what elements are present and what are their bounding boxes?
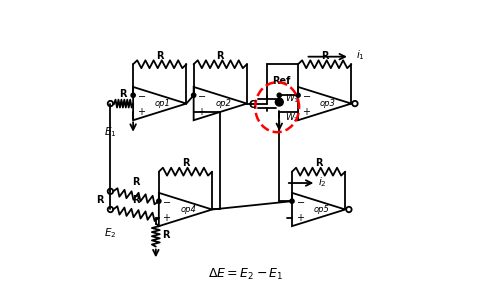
Text: C: C bbox=[249, 100, 256, 110]
Text: $W_2$: $W_2$ bbox=[285, 112, 299, 124]
Text: R: R bbox=[96, 195, 104, 206]
Circle shape bbox=[191, 93, 196, 97]
Text: op2: op2 bbox=[215, 99, 231, 108]
Text: $i_1$: $i_1$ bbox=[356, 48, 365, 62]
Text: $-$: $-$ bbox=[296, 196, 305, 206]
Text: R: R bbox=[156, 50, 163, 60]
Text: R: R bbox=[315, 158, 322, 168]
Text: $+$: $+$ bbox=[137, 106, 146, 117]
Text: $-$: $-$ bbox=[197, 90, 207, 100]
Circle shape bbox=[296, 93, 300, 97]
Text: R: R bbox=[162, 230, 169, 240]
Text: R: R bbox=[132, 177, 140, 187]
Text: $\Delta E = E_2 - E_1$: $\Delta E = E_2 - E_1$ bbox=[208, 267, 284, 282]
Text: $+$: $+$ bbox=[197, 106, 206, 117]
Text: op1: op1 bbox=[155, 99, 171, 108]
Text: op4: op4 bbox=[181, 205, 196, 214]
Circle shape bbox=[290, 199, 294, 203]
Text: $W_1$: $W_1$ bbox=[285, 92, 299, 105]
Text: $+$: $+$ bbox=[296, 212, 305, 223]
Circle shape bbox=[277, 93, 281, 97]
Text: $-$: $-$ bbox=[162, 196, 172, 206]
Text: op3: op3 bbox=[320, 99, 336, 108]
Circle shape bbox=[131, 93, 135, 97]
Text: $E_2$: $E_2$ bbox=[104, 226, 117, 240]
Text: $E_1$: $E_1$ bbox=[104, 125, 117, 139]
Text: R: R bbox=[182, 158, 189, 168]
Circle shape bbox=[157, 199, 161, 203]
Text: $i_2$: $i_2$ bbox=[318, 175, 327, 189]
Text: Ref: Ref bbox=[272, 76, 290, 86]
Text: $+$: $+$ bbox=[162, 212, 172, 223]
Text: R: R bbox=[216, 50, 224, 60]
Text: $-$: $-$ bbox=[302, 90, 311, 100]
Text: $+$: $+$ bbox=[302, 106, 311, 117]
Text: op5: op5 bbox=[314, 205, 330, 214]
Text: $-$: $-$ bbox=[137, 90, 146, 100]
Text: R: R bbox=[120, 89, 127, 99]
Text: R: R bbox=[321, 50, 329, 60]
Text: R: R bbox=[132, 195, 140, 205]
Circle shape bbox=[276, 98, 283, 106]
